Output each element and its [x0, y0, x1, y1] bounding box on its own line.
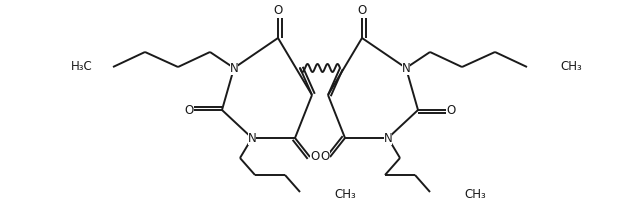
Text: O: O: [184, 104, 194, 116]
Text: N: N: [248, 131, 257, 145]
Text: O: O: [310, 151, 319, 163]
Text: CH₃: CH₃: [334, 188, 356, 202]
Text: O: O: [321, 151, 330, 163]
Text: O: O: [357, 5, 367, 17]
Text: H₃C: H₃C: [71, 61, 93, 73]
Text: O: O: [273, 5, 283, 17]
Text: N: N: [402, 62, 410, 74]
Text: N: N: [230, 62, 238, 74]
Text: O: O: [446, 104, 456, 116]
Text: N: N: [383, 131, 392, 145]
Text: CH₃: CH₃: [560, 61, 582, 73]
Text: CH₃: CH₃: [464, 188, 486, 202]
